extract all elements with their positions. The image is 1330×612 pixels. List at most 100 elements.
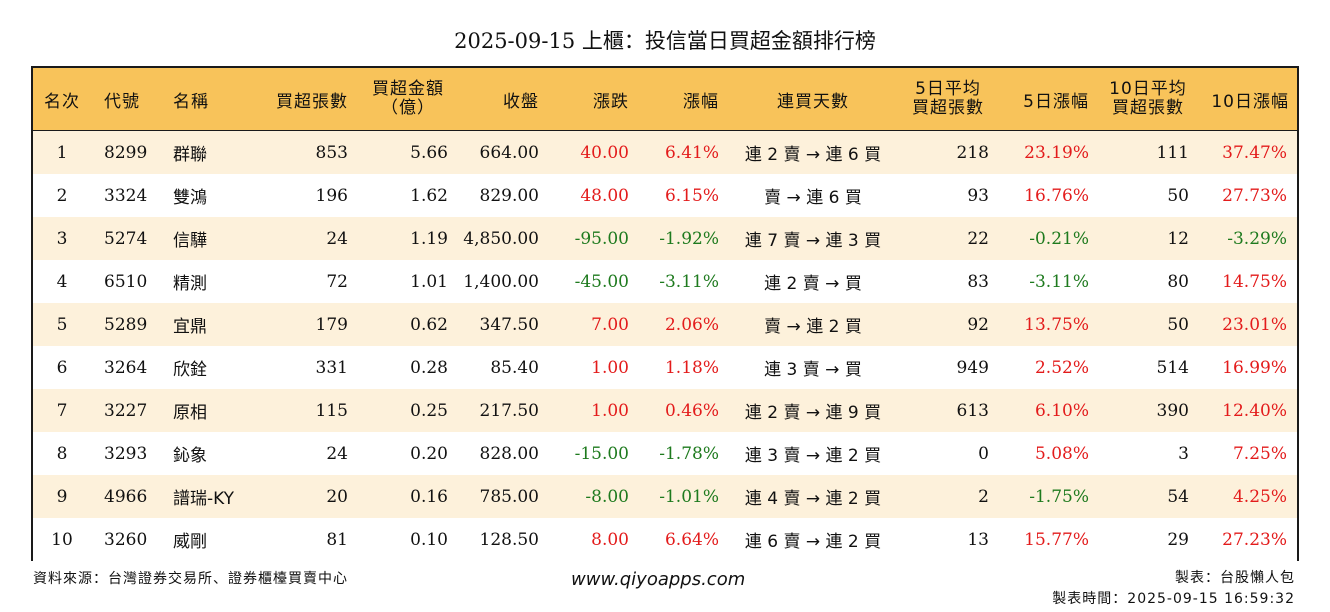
cell-change: 1.00: [591, 357, 629, 378]
cell-pct5: 23.19%: [1024, 142, 1089, 163]
cell-avg5: 22: [967, 228, 989, 249]
cell-rank: 5: [56, 314, 68, 335]
cell-avg5: 13: [967, 529, 989, 550]
header-pct: 漲幅: [683, 91, 719, 112]
cell-avg10: 111: [1156, 142, 1189, 163]
cell-change: 8.00: [591, 529, 629, 550]
cell-pct5: 16.76%: [1024, 185, 1089, 206]
cell-avg5: 0: [978, 443, 989, 464]
cell-pct: 6.41%: [664, 142, 719, 163]
cell-avg10: 3: [1178, 443, 1189, 464]
website-link[interactable]: www.qiyoapps.com: [571, 569, 746, 590]
cell-rank: 2: [56, 185, 68, 206]
cell-pct10: -3.29%: [1227, 228, 1287, 249]
header-avg5: 5日平均 買超張數: [903, 68, 993, 130]
cell-streak: 連 2 賣 → 連 6 買: [744, 145, 882, 165]
cell-code: 4966: [104, 486, 148, 507]
header-avg10-line2: 買超張數: [1112, 98, 1184, 118]
cell-streak: 連 2 賣 → 買: [764, 274, 862, 294]
cell-pct: 0.46%: [664, 400, 719, 421]
cell-close: 664.00: [479, 142, 539, 163]
cell-rank: 7: [56, 400, 68, 421]
table-row: 9 4966 譜瑞-KY 20 0.16 785.00 -8.00 -1.01% 連 4 賣 →…: [33, 475, 1297, 518]
cell-name: 群聯: [173, 145, 207, 165]
cell-streak: 賣 → 連 2 買: [764, 317, 862, 337]
cell-name: 精測: [173, 274, 207, 294]
cell-avg10: 80: [1167, 271, 1189, 292]
table-row: 7 3227 原相 115 0.25 217.50 1.00 0.46% 連 2 賣 → 連 9…: [33, 389, 1297, 432]
cell-buy-amount: 1.01: [410, 271, 448, 292]
cell-avg10: 50: [1167, 314, 1189, 335]
cell-buy-lots: 853: [315, 142, 348, 163]
cell-pct10: 27.23%: [1222, 529, 1287, 550]
cell-close: 347.50: [479, 314, 539, 335]
cell-pct5: 15.77%: [1024, 529, 1089, 550]
cell-pct: -3.11%: [659, 271, 719, 292]
cell-streak: 連 3 賣 → 連 2 買: [744, 446, 882, 466]
table-row: 8 3293 鈊象 24 0.20 828.00 -15.00 -1.78% 連 3 賣 → 連…: [33, 432, 1297, 475]
table-row: 5 5289 宜鼎 179 0.62 347.50 7.00 2.06% 賣 → 連 2 買 92…: [33, 303, 1297, 346]
cell-close: 785.00: [479, 486, 539, 507]
cell-buy-amount: 0.10: [410, 529, 448, 550]
cell-change: 40.00: [580, 142, 629, 163]
cell-avg10: 390: [1156, 400, 1189, 421]
cell-avg5: 92: [967, 314, 989, 335]
table-row: 2 3324 雙鴻 196 1.62 829.00 48.00 6.15% 賣 → 連 6 買 9…: [33, 174, 1297, 217]
cell-buy-lots: 72: [326, 271, 348, 292]
header-buy-lots: 買超張數: [276, 91, 348, 112]
cell-pct5: 6.10%: [1034, 400, 1089, 421]
cell-code: 3260: [104, 529, 148, 550]
cell-pct5: 2.52%: [1034, 357, 1089, 378]
cell-rank: 10: [51, 529, 73, 550]
made-time: 製表時間：2025-09-15 16:59:32: [1052, 591, 1295, 607]
cell-code: 3264: [104, 357, 148, 378]
cell-buy-lots: 20: [326, 486, 348, 507]
cell-pct: -1.01%: [659, 486, 719, 507]
cell-close: 128.50: [479, 529, 539, 550]
cell-pct: 6.15%: [664, 185, 719, 206]
header-streak: 連買天數: [777, 91, 849, 112]
cell-streak: 連 3 賣 → 買: [764, 360, 862, 380]
cell-close: 217.50: [479, 400, 539, 421]
cell-rank: 3: [56, 228, 68, 249]
cell-name: 譜瑞-KY: [173, 489, 235, 509]
table-row: 3 5274 信驊 24 1.19 4,850.00 -95.00 -1.92% 連 7 賣 →…: [33, 217, 1297, 260]
cell-pct: 1.18%: [664, 357, 719, 378]
cell-close: 1,400.00: [463, 271, 539, 292]
cell-buy-lots: 24: [326, 443, 348, 464]
cell-avg5: 613: [956, 400, 989, 421]
cell-pct5: 13.75%: [1024, 314, 1089, 335]
cell-buy-lots: 24: [326, 228, 348, 249]
cell-change: -95.00: [574, 228, 629, 249]
cell-close: 85.40: [490, 357, 539, 378]
cell-streak: 連 4 賣 → 連 2 買: [744, 489, 882, 509]
cell-buy-amount: 0.28: [410, 357, 448, 378]
cell-buy-amount: 1.62: [410, 185, 448, 206]
cell-streak: 連 7 賣 → 連 3 買: [744, 231, 882, 251]
cell-name: 宜鼎: [173, 317, 207, 337]
header-pct5: 5日漲幅: [1023, 91, 1089, 112]
cell-avg5: 218: [956, 142, 989, 163]
cell-change: -8.00: [585, 486, 629, 507]
cell-buy-amount: 0.16: [410, 486, 448, 507]
header-avg5-line2: 買超張數: [912, 98, 984, 118]
cell-code: 3293: [104, 443, 148, 464]
cell-buy-lots: 179: [315, 314, 348, 335]
cell-buy-amount: 0.62: [410, 314, 448, 335]
header-name: 名稱: [173, 91, 209, 112]
cell-close: 829.00: [479, 185, 539, 206]
cell-close: 4,850.00: [463, 228, 539, 249]
cell-avg5: 83: [967, 271, 989, 292]
cell-pct5: -3.11%: [1029, 271, 1089, 292]
cell-avg5: 93: [967, 185, 989, 206]
cell-code: 3324: [104, 185, 148, 206]
cell-name: 雙鴻: [173, 188, 207, 208]
cell-avg10: 29: [1167, 529, 1189, 550]
cell-streak: 連 6 賣 → 連 2 買: [744, 532, 882, 552]
cell-pct10: 7.25%: [1232, 443, 1287, 464]
header-avg10: 10日平均 買超張數: [1103, 68, 1193, 130]
cell-pct: 2.06%: [664, 314, 719, 335]
cell-code: 3227: [104, 400, 148, 421]
cell-buy-amount: 0.25: [410, 400, 448, 421]
cell-name: 鈊象: [173, 446, 207, 466]
